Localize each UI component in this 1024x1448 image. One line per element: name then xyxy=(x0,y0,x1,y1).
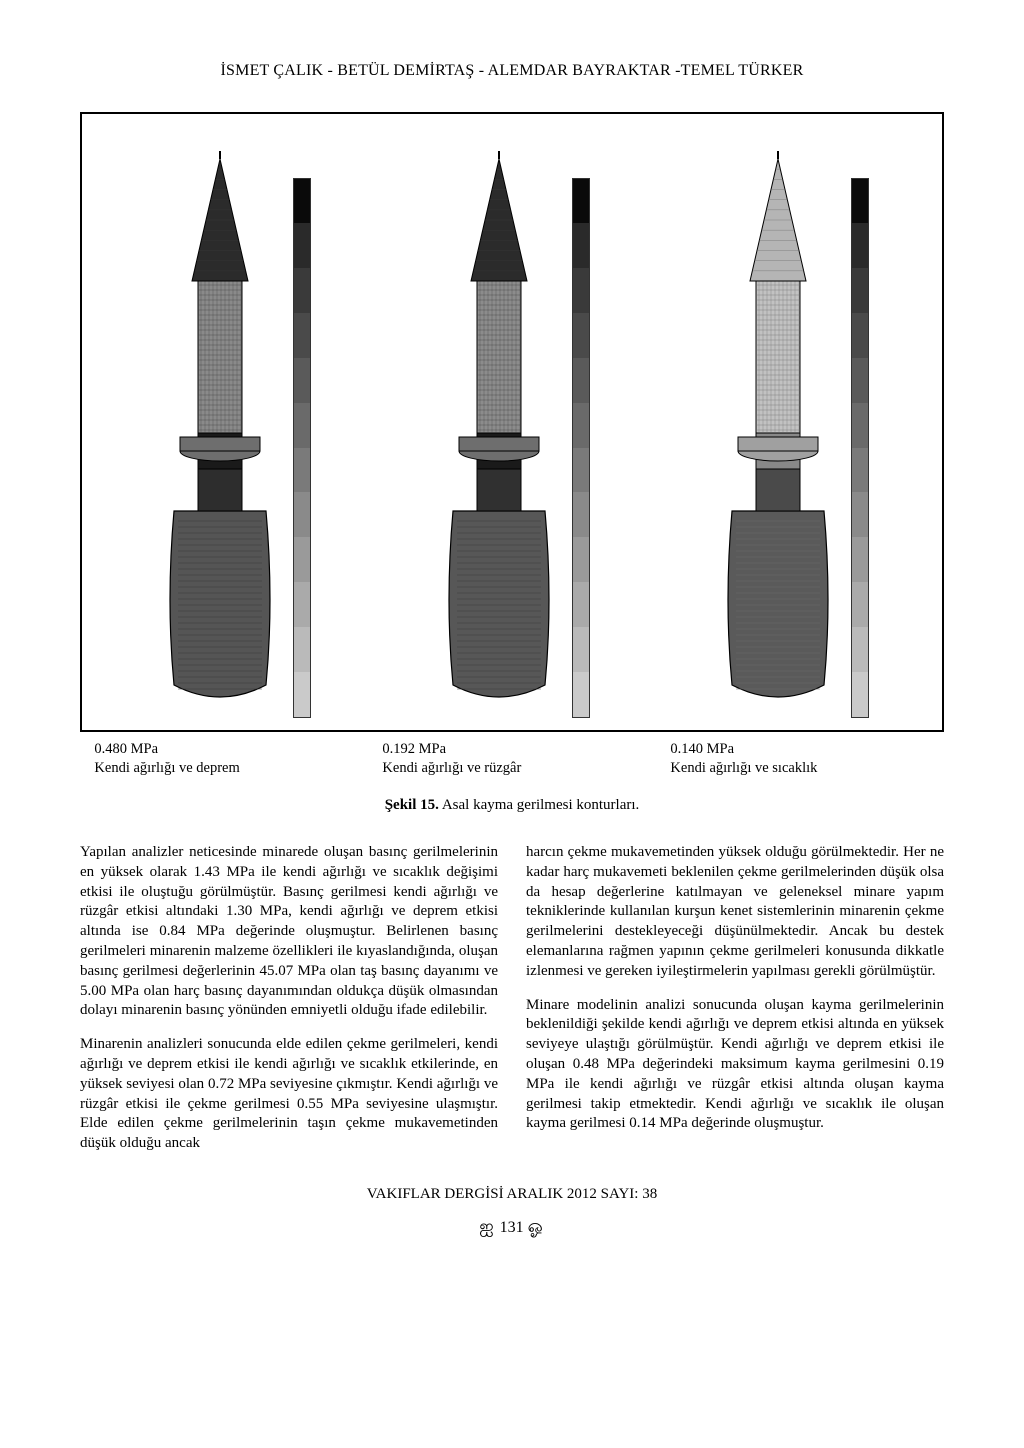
panel-condition: Kendi ağırlığı ve deprem xyxy=(94,759,353,779)
figure-15-frame xyxy=(80,112,944,732)
colorbar-segment xyxy=(852,448,868,493)
colorbar-segment xyxy=(573,223,589,268)
panel-value: 0.192 MPa xyxy=(382,740,641,760)
minaret-svg-3 xyxy=(713,151,843,717)
colorbar-segment xyxy=(573,582,589,627)
colorbar-segment xyxy=(573,179,589,224)
paragraph-2: Minarenin analizleri sonucunda elde edil… xyxy=(80,1035,498,1154)
panel-condition: Kendi ağırlığı ve sıcaklık xyxy=(670,759,929,779)
colorbar-segment xyxy=(852,179,868,224)
colorbar-1 xyxy=(293,178,311,718)
colorbar-segment xyxy=(573,537,589,582)
colorbar-segment xyxy=(852,313,868,358)
colorbar-segment xyxy=(294,492,310,537)
colorbar-segment xyxy=(852,403,868,448)
colorbar-segment xyxy=(294,672,310,717)
minaret-svg-1 xyxy=(155,151,285,717)
panel-value: 0.480 MPa xyxy=(94,740,353,760)
colorbar-segment xyxy=(852,492,868,537)
colorbar-segment xyxy=(294,268,310,313)
ornament-right-icon: ஓ xyxy=(528,1216,545,1236)
journal-footer: VAKIFLAR DERGİSİ ARALIK 2012 SAYI: 38 xyxy=(80,1184,944,1204)
paragraph-3: harcın çekme mukavemetinden yüksek olduğ… xyxy=(526,843,944,982)
colorbar-segment xyxy=(294,223,310,268)
figure-panel-1 xyxy=(155,151,311,717)
figure-panel-3 xyxy=(713,151,869,717)
colorbar-segment xyxy=(573,492,589,537)
colorbar-segment xyxy=(852,268,868,313)
colorbar-segment xyxy=(573,448,589,493)
colorbar-segment xyxy=(852,627,868,672)
colorbar-segment xyxy=(852,672,868,717)
figure-15-title: Şekil 15. Asal kayma gerilmesi konturlar… xyxy=(80,795,944,815)
figure-label: Şekil 15. xyxy=(385,797,439,813)
colorbar-segment xyxy=(573,268,589,313)
colorbar-segment xyxy=(294,358,310,403)
colorbar-segment xyxy=(294,403,310,448)
panel-caption-2: 0.192 MPaKendi ağırlığı ve rüzgâr xyxy=(382,740,641,779)
panel-caption-3: 0.140 MPaKendi ağırlığı ve sıcaklık xyxy=(670,740,929,779)
colorbar-2 xyxy=(572,178,590,718)
paragraph-4: Minare modelinin analizi sonucunda oluşa… xyxy=(526,996,944,1135)
figure-panel-2 xyxy=(434,151,590,717)
figure-15-captions: 0.480 MPaKendi ağırlığı ve deprem 0.192 M… xyxy=(80,740,944,779)
body-text: Yapılan analizler neticesinde minarede o… xyxy=(80,843,944,1158)
colorbar-segment xyxy=(852,582,868,627)
colorbar-segment xyxy=(573,627,589,672)
figure-caption-text: Asal kayma gerilmesi konturları. xyxy=(442,797,639,813)
panel-value: 0.140 MPa xyxy=(670,740,929,760)
colorbar-segment xyxy=(852,223,868,268)
colorbar-segment xyxy=(294,179,310,224)
ornament-left-icon: ஐ xyxy=(479,1216,495,1236)
colorbar-segment xyxy=(294,448,310,493)
page-number: 131 xyxy=(500,1219,524,1236)
colorbar-3 xyxy=(851,178,869,718)
colorbar-segment xyxy=(294,627,310,672)
minaret-svg-2 xyxy=(434,151,564,717)
colorbar-segment xyxy=(573,358,589,403)
colorbar-segment xyxy=(573,672,589,717)
page-number-footer: ஐ 131 ஓ xyxy=(80,1214,944,1239)
colorbar-segment xyxy=(294,537,310,582)
panel-caption-1: 0.480 MPaKendi ağırlığı ve deprem xyxy=(94,740,353,779)
colorbar-segment xyxy=(294,582,310,627)
panel-condition: Kendi ağırlığı ve rüzgâr xyxy=(382,759,641,779)
colorbar-segment xyxy=(852,537,868,582)
colorbar-segment xyxy=(294,313,310,358)
colorbar-segment xyxy=(573,313,589,358)
colorbar-segment xyxy=(573,403,589,448)
colorbar-segment xyxy=(852,358,868,403)
author-header: İSMET ÇALIK - BETÜL DEMİRTAŞ - ALEMDAR B… xyxy=(80,60,944,82)
paragraph-1: Yapılan analizler neticesinde minarede o… xyxy=(80,843,498,1021)
